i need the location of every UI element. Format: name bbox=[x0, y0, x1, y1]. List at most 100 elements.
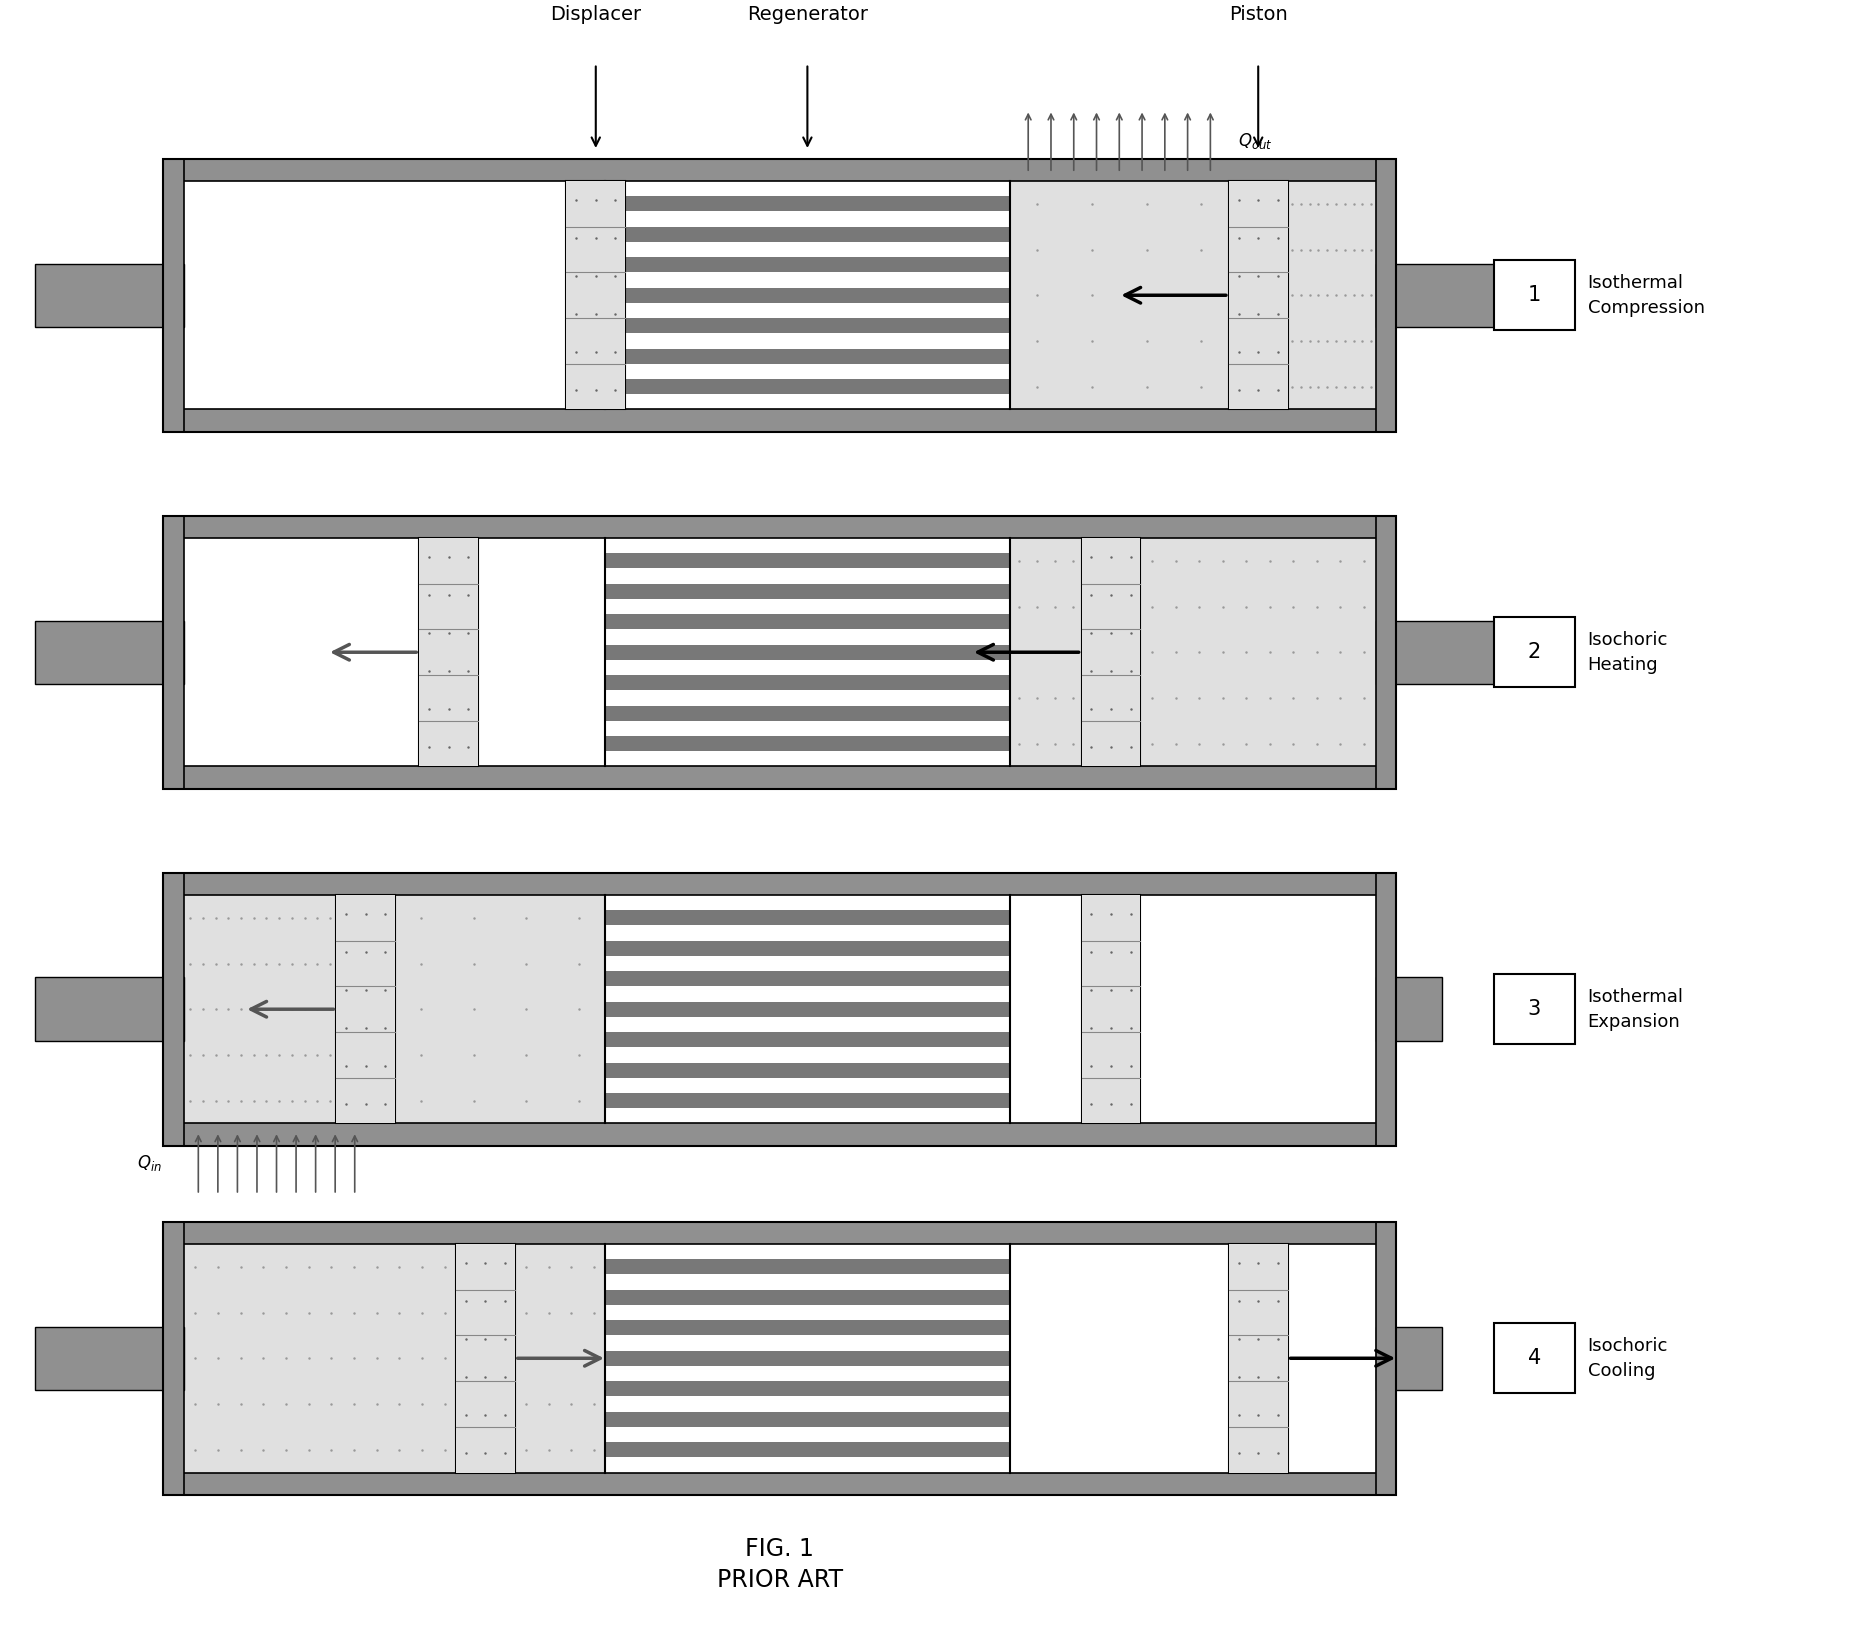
Bar bbox=[35, 264, 184, 327]
Bar bbox=[35, 1326, 184, 1389]
Bar bbox=[35, 978, 184, 1041]
FancyBboxPatch shape bbox=[1494, 1323, 1574, 1393]
Bar bbox=[604, 539, 1010, 766]
Bar bbox=[336, 895, 395, 1124]
Bar bbox=[604, 971, 1010, 986]
Bar bbox=[604, 735, 1010, 752]
Bar bbox=[184, 895, 336, 1124]
Bar bbox=[1229, 1245, 1289, 1472]
Bar bbox=[1376, 620, 1517, 683]
Bar bbox=[163, 516, 184, 789]
Bar bbox=[1376, 1326, 1442, 1389]
Bar bbox=[604, 1290, 1010, 1305]
Text: Piston: Piston bbox=[1229, 5, 1287, 24]
Bar bbox=[1010, 1245, 1229, 1472]
Text: FIG. 1: FIG. 1 bbox=[745, 1536, 814, 1560]
Bar bbox=[1081, 895, 1140, 1124]
Bar bbox=[163, 516, 1396, 539]
Bar bbox=[604, 644, 1010, 661]
Bar bbox=[1010, 181, 1229, 410]
Bar bbox=[565, 181, 625, 410]
Bar bbox=[1229, 1245, 1289, 1472]
Text: 4: 4 bbox=[1528, 1349, 1541, 1368]
Bar bbox=[604, 1093, 1010, 1108]
Bar bbox=[163, 410, 1396, 431]
Bar bbox=[163, 159, 184, 431]
Bar bbox=[1376, 516, 1396, 789]
Bar bbox=[163, 872, 1396, 1145]
Bar bbox=[604, 706, 1010, 721]
FancyBboxPatch shape bbox=[1494, 975, 1574, 1045]
Bar bbox=[604, 319, 1010, 334]
Bar bbox=[1010, 539, 1081, 766]
Bar bbox=[604, 1062, 1010, 1077]
Bar bbox=[336, 895, 395, 1124]
Bar bbox=[163, 872, 184, 1145]
Text: 1: 1 bbox=[1528, 285, 1541, 306]
Bar bbox=[163, 1222, 1396, 1245]
Bar bbox=[604, 1319, 1010, 1336]
Bar bbox=[604, 348, 1010, 364]
Bar bbox=[163, 159, 1396, 431]
Bar bbox=[604, 1350, 1010, 1367]
Bar bbox=[163, 1222, 184, 1495]
Bar bbox=[604, 1032, 1010, 1048]
Text: Isothermal
Expansion: Isothermal Expansion bbox=[1587, 988, 1683, 1032]
Bar bbox=[604, 675, 1010, 690]
Bar bbox=[163, 766, 1396, 789]
FancyBboxPatch shape bbox=[1494, 260, 1574, 330]
Text: $Q_{in}$: $Q_{in}$ bbox=[137, 1154, 161, 1173]
Bar bbox=[604, 1381, 1010, 1396]
Bar bbox=[184, 539, 419, 766]
Bar bbox=[163, 516, 1396, 789]
Bar bbox=[604, 379, 1010, 394]
Bar bbox=[604, 1442, 1010, 1458]
Bar bbox=[163, 1472, 1396, 1495]
Bar bbox=[1140, 895, 1376, 1124]
Bar bbox=[604, 288, 1010, 303]
Bar bbox=[419, 539, 478, 766]
Text: $Q_{out}$: $Q_{out}$ bbox=[1238, 132, 1272, 151]
Bar bbox=[1289, 1245, 1376, 1472]
Text: PRIOR ART: PRIOR ART bbox=[717, 1568, 844, 1593]
Bar bbox=[184, 1245, 456, 1472]
Bar bbox=[1010, 895, 1081, 1124]
Bar bbox=[604, 1259, 1010, 1274]
Bar bbox=[163, 872, 1396, 895]
Bar bbox=[1081, 895, 1140, 1124]
Bar bbox=[604, 197, 1010, 212]
Bar bbox=[1081, 539, 1140, 766]
Bar bbox=[395, 895, 604, 1124]
Bar bbox=[604, 895, 1010, 1124]
Bar bbox=[604, 257, 1010, 272]
Text: 3: 3 bbox=[1528, 999, 1541, 1019]
Bar bbox=[604, 1245, 1010, 1472]
Text: 2: 2 bbox=[1528, 643, 1541, 662]
Text: Isothermal
Compression: Isothermal Compression bbox=[1587, 273, 1704, 317]
Bar bbox=[163, 1124, 1396, 1145]
Bar bbox=[1229, 181, 1289, 410]
Bar bbox=[163, 159, 1396, 181]
Bar bbox=[565, 181, 625, 410]
Bar bbox=[419, 539, 478, 766]
Bar bbox=[478, 539, 604, 766]
Text: Displacer: Displacer bbox=[551, 5, 641, 24]
Bar bbox=[515, 1245, 604, 1472]
Bar bbox=[1081, 539, 1140, 766]
FancyBboxPatch shape bbox=[1494, 617, 1574, 687]
Bar bbox=[1376, 159, 1396, 431]
Bar bbox=[604, 1412, 1010, 1427]
Bar bbox=[456, 1245, 515, 1472]
Bar bbox=[456, 1245, 515, 1472]
Bar bbox=[604, 1002, 1010, 1017]
Bar bbox=[604, 613, 1010, 630]
Bar bbox=[1376, 264, 1517, 327]
Bar bbox=[604, 584, 1010, 599]
Bar bbox=[1289, 181, 1376, 410]
Bar bbox=[163, 1222, 1396, 1495]
Bar bbox=[1229, 181, 1289, 410]
Text: Isochoric
Cooling: Isochoric Cooling bbox=[1587, 1337, 1669, 1380]
Bar bbox=[1376, 978, 1442, 1041]
Bar bbox=[35, 620, 184, 683]
Bar bbox=[604, 909, 1010, 926]
